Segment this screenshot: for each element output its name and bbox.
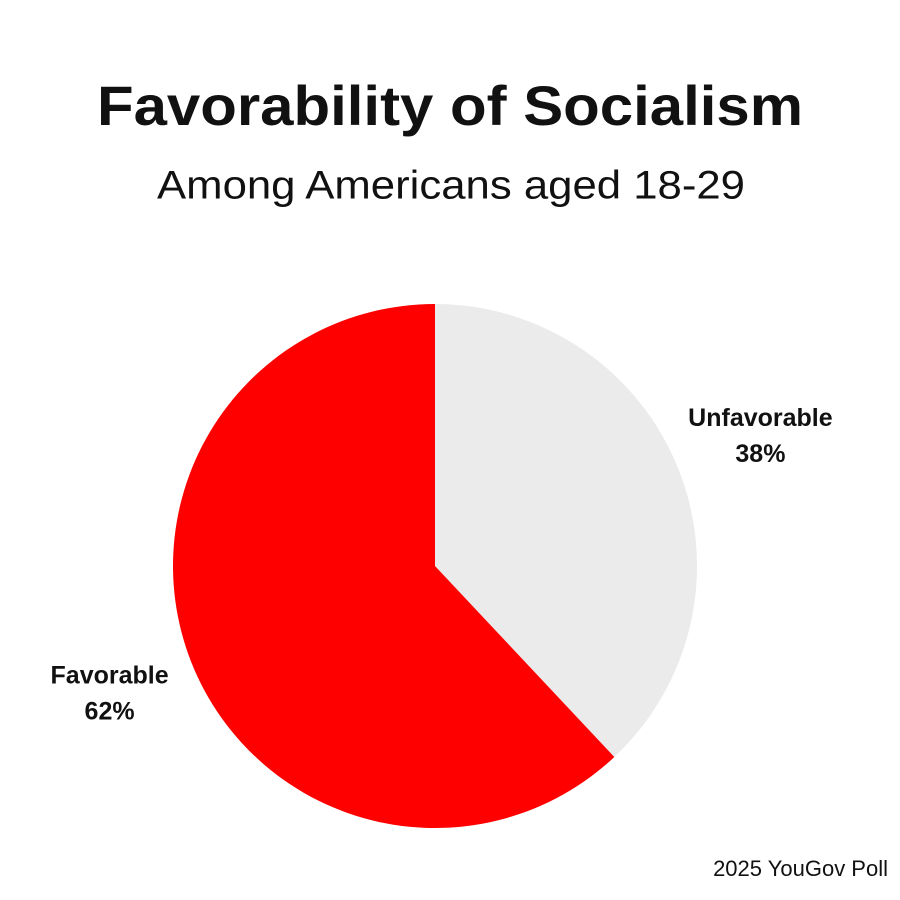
slice-value-label: 38% <box>735 440 785 468</box>
chart-subtitle: Among Americans aged 18-29 <box>157 164 745 208</box>
chart-title: Favorability of Socialism <box>97 74 803 137</box>
source-note: 2025 YouGov Poll <box>713 856 888 881</box>
slice-category-label: Favorable <box>51 661 169 689</box>
slice-value-label: 62% <box>85 697 135 725</box>
pie-slice <box>435 304 698 757</box>
slice-category-label: Unfavorable <box>688 404 833 432</box>
pie-slice <box>173 304 615 828</box>
